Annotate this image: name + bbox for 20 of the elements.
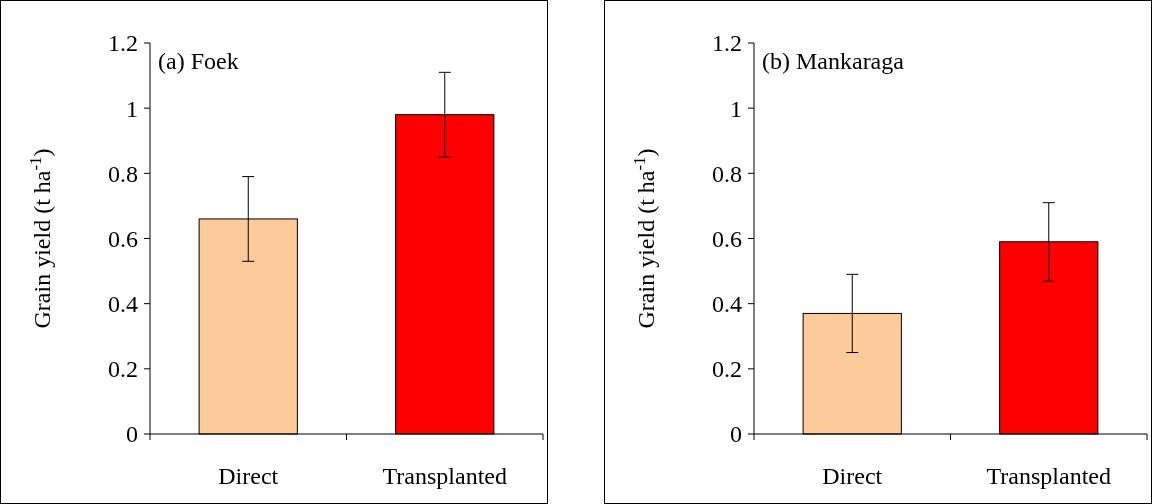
- chart-title: (b) Mankaraga: [762, 48, 905, 74]
- y-tick-label: 0.2: [108, 356, 138, 383]
- y-tick-label: 0: [730, 421, 742, 448]
- y-tick-label: 0.4: [108, 291, 138, 318]
- y-tick-label: 1.2: [712, 30, 742, 57]
- y-tick-label: 0.6: [108, 225, 138, 252]
- x-tick-label: Transplanted: [382, 463, 507, 489]
- y-tick-label: 0.4: [712, 291, 742, 318]
- chart-title: (a) Foek: [158, 48, 239, 74]
- y-tick-label: 0.8: [108, 160, 138, 187]
- x-tick-label: Transplanted: [986, 463, 1111, 489]
- y-tick-label: 0.2: [712, 356, 742, 383]
- y-tick-label: 0: [126, 421, 138, 448]
- y-tick-label: 1: [126, 95, 138, 122]
- y-tick-label: 0.8: [712, 160, 742, 187]
- y-tick-label: 1: [730, 95, 742, 122]
- y-tick-label: 0.6: [712, 225, 742, 252]
- y-tick-label: 1.2: [108, 30, 138, 57]
- x-tick-label: Direct: [218, 463, 279, 489]
- x-tick-label: Direct: [822, 463, 883, 489]
